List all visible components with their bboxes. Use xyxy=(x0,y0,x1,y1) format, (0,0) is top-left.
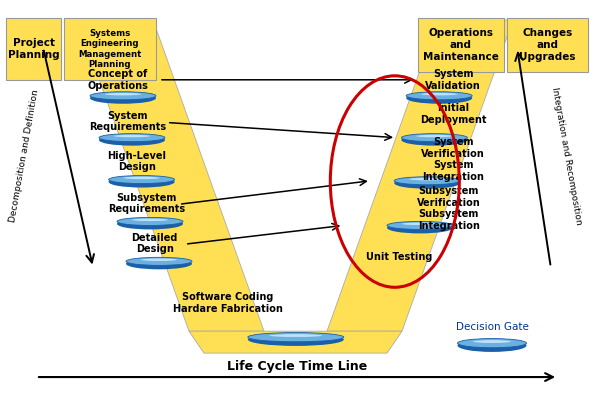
Polygon shape xyxy=(327,20,513,331)
Ellipse shape xyxy=(401,134,467,146)
Ellipse shape xyxy=(117,217,183,225)
Polygon shape xyxy=(78,20,264,331)
Ellipse shape xyxy=(473,340,511,343)
Ellipse shape xyxy=(248,333,344,346)
Text: Unit Testing: Unit Testing xyxy=(367,252,433,263)
Text: Initial
Deployment: Initial Deployment xyxy=(420,103,486,124)
Polygon shape xyxy=(64,18,156,80)
Text: System
Requirements: System Requirements xyxy=(89,111,166,132)
Text: Software Coding
Hardare Fabrication: Software Coding Hardare Fabrication xyxy=(173,292,283,314)
Text: Subsystem
Verification
Subsystem
Integration: Subsystem Verification Subsystem Integra… xyxy=(417,186,481,231)
Ellipse shape xyxy=(416,135,452,137)
Text: Decomposition and Definition: Decomposition and Definition xyxy=(8,89,40,223)
Ellipse shape xyxy=(387,222,453,233)
Ellipse shape xyxy=(126,257,192,265)
Ellipse shape xyxy=(406,92,472,100)
Ellipse shape xyxy=(406,93,472,104)
Polygon shape xyxy=(418,18,504,72)
Ellipse shape xyxy=(457,338,527,348)
Polygon shape xyxy=(6,18,61,80)
Ellipse shape xyxy=(402,223,438,225)
Ellipse shape xyxy=(99,134,165,142)
Text: Life Cycle Time Line: Life Cycle Time Line xyxy=(227,360,367,373)
Text: Decision Gate: Decision Gate xyxy=(456,322,529,332)
Ellipse shape xyxy=(141,259,177,261)
Ellipse shape xyxy=(124,177,160,179)
Ellipse shape xyxy=(99,134,165,146)
Text: High-Level
Design: High-Level Design xyxy=(107,151,166,172)
Ellipse shape xyxy=(409,178,445,180)
Ellipse shape xyxy=(114,135,150,137)
Ellipse shape xyxy=(117,218,183,229)
Ellipse shape xyxy=(387,221,453,229)
Ellipse shape xyxy=(457,339,527,352)
Ellipse shape xyxy=(421,93,457,95)
Text: System
Verification
System
Integration: System Verification System Integration xyxy=(421,137,485,182)
Ellipse shape xyxy=(269,334,322,337)
Text: Detailed
Design: Detailed Design xyxy=(131,233,178,254)
Ellipse shape xyxy=(401,134,467,142)
Text: Subsystem
Requirements: Subsystem Requirements xyxy=(108,193,185,214)
Ellipse shape xyxy=(109,176,175,188)
Ellipse shape xyxy=(394,177,460,185)
Text: Operations
and
Maintenance: Operations and Maintenance xyxy=(423,28,499,62)
Text: Changes
and
Upgrades: Changes and Upgrades xyxy=(519,28,575,62)
Ellipse shape xyxy=(90,92,156,100)
Ellipse shape xyxy=(90,93,156,104)
Text: System
Validation: System Validation xyxy=(425,69,481,91)
Polygon shape xyxy=(189,331,402,353)
Text: Integration and Recomposition: Integration and Recomposition xyxy=(550,86,584,225)
Ellipse shape xyxy=(126,258,192,269)
Ellipse shape xyxy=(248,332,344,342)
Ellipse shape xyxy=(394,178,460,189)
Ellipse shape xyxy=(105,93,141,95)
Ellipse shape xyxy=(109,176,175,184)
Text: Project
Planning: Project Planning xyxy=(8,38,59,60)
Text: Concept of
Operations: Concept of Operations xyxy=(87,69,148,91)
Polygon shape xyxy=(507,18,588,72)
Ellipse shape xyxy=(132,219,168,221)
Text: Systems
Engineering
Management
Planning: Systems Engineering Management Planning xyxy=(78,29,142,69)
